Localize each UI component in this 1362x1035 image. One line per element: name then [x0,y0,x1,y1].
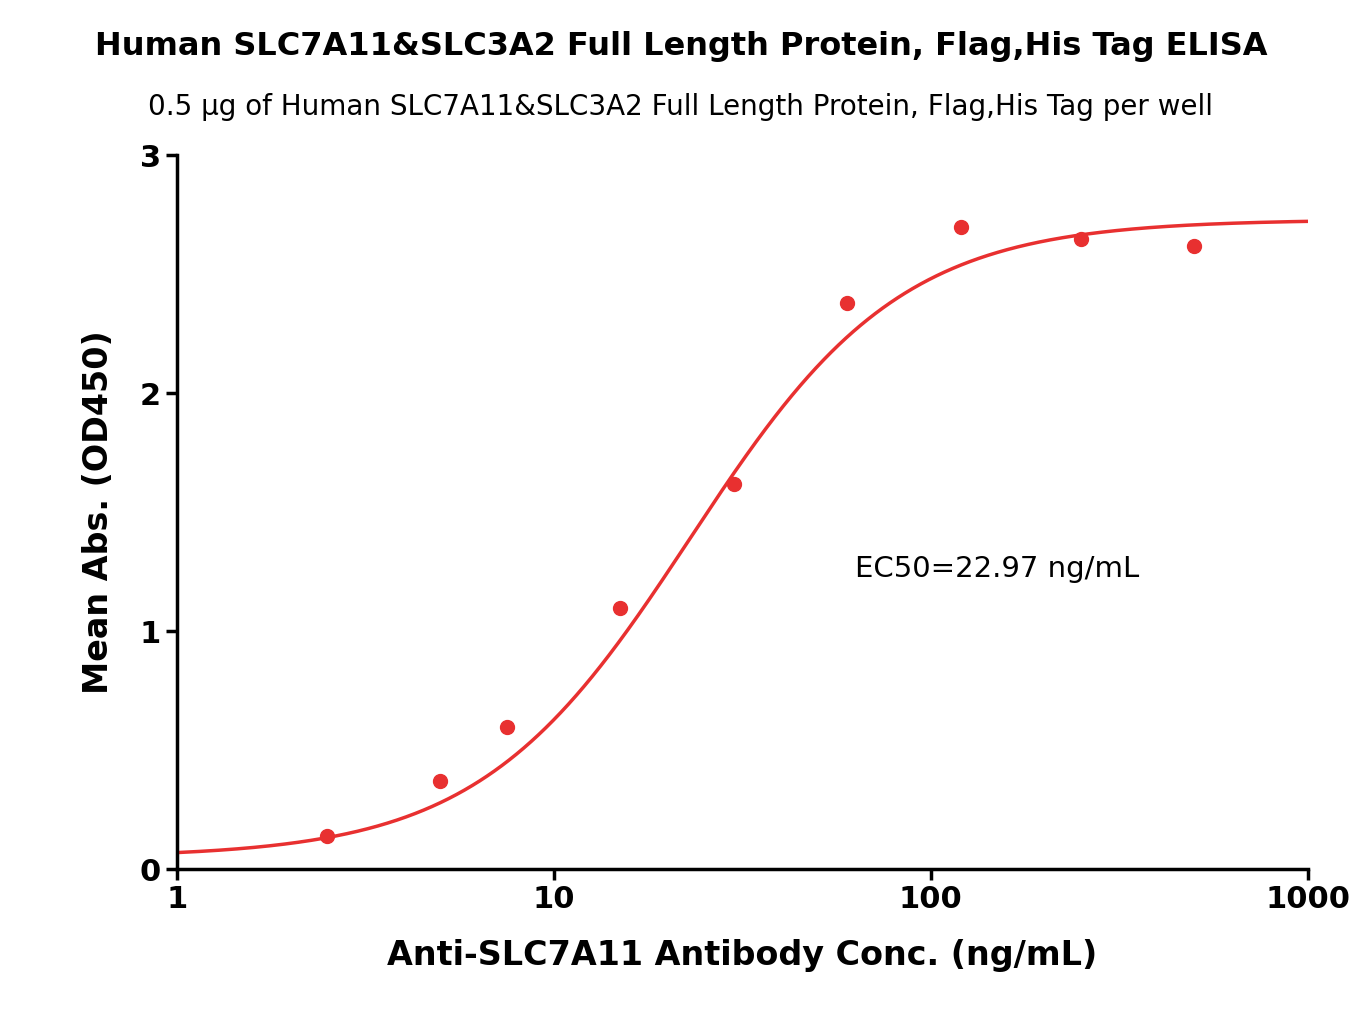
X-axis label: Anti-SLC7A11 Antibody Conc. (ng/mL): Anti-SLC7A11 Antibody Conc. (ng/mL) [387,940,1098,972]
Point [429,773,451,790]
Point [316,828,338,845]
Point [949,218,971,235]
Point [1184,237,1205,254]
Point [723,475,745,492]
Point [609,599,631,616]
Point [1069,231,1091,247]
Text: 0.5 μg of Human SLC7A11&SLC3A2 Full Length Protein, Flag,His Tag per well: 0.5 μg of Human SLC7A11&SLC3A2 Full Leng… [148,93,1214,121]
Y-axis label: Mean Abs. (OD450): Mean Abs. (OD450) [82,330,114,694]
Point [496,718,518,735]
Text: Human SLC7A11&SLC3A2 Full Length Protein, Flag,His Tag ELISA: Human SLC7A11&SLC3A2 Full Length Protein… [95,31,1267,62]
Text: EC50=22.97 ng/mL: EC50=22.97 ng/mL [855,556,1140,584]
Point [836,295,858,312]
